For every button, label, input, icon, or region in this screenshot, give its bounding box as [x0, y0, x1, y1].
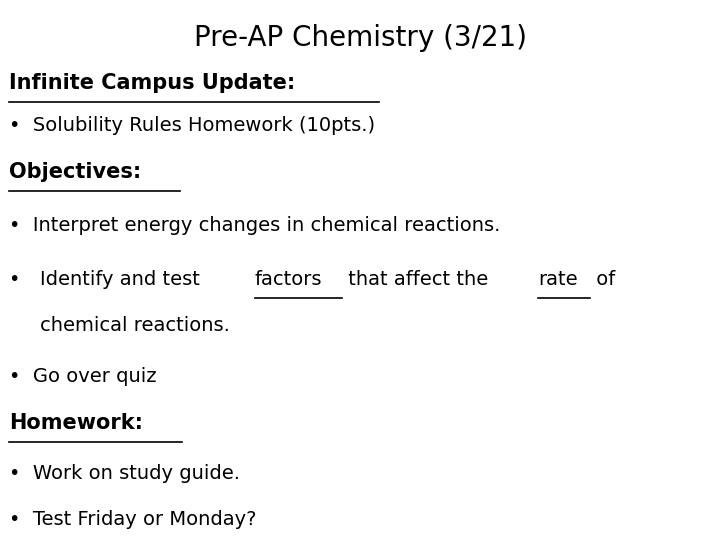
Text: •  Work on study guide.: • Work on study guide.	[9, 464, 240, 483]
Text: Homework:: Homework:	[9, 413, 143, 433]
Text: factors: factors	[255, 270, 322, 289]
Text: Infinite Campus Update:: Infinite Campus Update:	[9, 73, 296, 93]
Text: •  Interpret energy changes in chemical reactions.: • Interpret energy changes in chemical r…	[9, 216, 500, 235]
Text: chemical reactions.: chemical reactions.	[40, 316, 230, 335]
Text: •  Solubility Rules Homework (10pts.): • Solubility Rules Homework (10pts.)	[9, 116, 376, 135]
Text: •  Test Friday or Monday?: • Test Friday or Monday?	[9, 510, 257, 529]
Text: Objectives:: Objectives:	[9, 162, 142, 182]
Text: Identify and test: Identify and test	[40, 270, 207, 289]
Text: Pre-AP Chemistry (3/21): Pre-AP Chemistry (3/21)	[194, 24, 526, 52]
Text: rate: rate	[539, 270, 578, 289]
Text: •: •	[9, 270, 33, 289]
Text: of: of	[590, 270, 615, 289]
Text: •  Go over quiz: • Go over quiz	[9, 367, 157, 386]
Text: that affect the: that affect the	[341, 270, 494, 289]
